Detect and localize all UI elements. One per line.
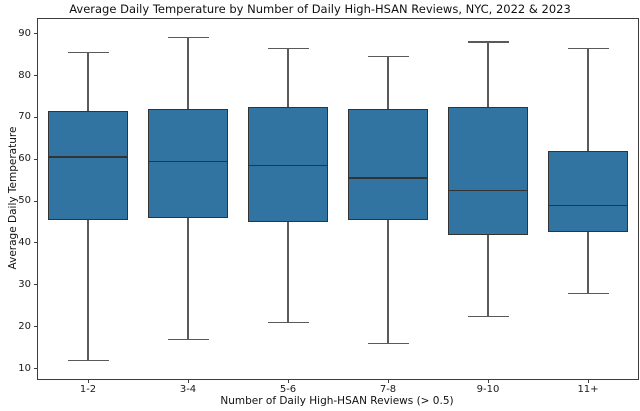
- lower-cap: [167, 338, 209, 340]
- upper-whisker: [587, 48, 589, 151]
- y-tick: [34, 33, 38, 35]
- y-tick-label: 10: [18, 362, 31, 374]
- upper-cap: [467, 41, 509, 43]
- lower-whisker: [487, 234, 489, 317]
- upper-cap: [67, 51, 109, 54]
- y-tick: [34, 158, 38, 160]
- median-line: [48, 156, 128, 158]
- x-tick-label: 7-8: [379, 384, 397, 395]
- lower-cap: [567, 292, 609, 294]
- y-tick-label: 30: [18, 278, 31, 290]
- lower-cap: [67, 359, 109, 361]
- plot-area: 10 20 30 40 50 60 70 80 90 1-2 3-4 5-6 7-8 9-10 11+: [18, 18, 639, 395]
- box: [348, 109, 428, 220]
- x-tick: [287, 379, 289, 383]
- y-tick: [34, 242, 38, 244]
- y-tick-label: 60: [18, 153, 31, 165]
- upper-whisker: [287, 48, 289, 107]
- y-axis-label: Average Daily Temperature: [7, 126, 19, 270]
- y-tick-label: 20: [18, 320, 31, 332]
- upper-cap: [367, 56, 409, 58]
- upper-cap: [567, 47, 609, 49]
- x-tick: [387, 379, 389, 383]
- x-tick-label: 11+: [577, 384, 599, 395]
- y-tick: [34, 75, 38, 76]
- box: [548, 150, 628, 233]
- x-tick-label: 1-2: [79, 384, 97, 395]
- lower-whisker: [87, 219, 89, 361]
- x-tick-label: 3-4: [179, 384, 197, 395]
- upper-cap: [167, 37, 209, 39]
- x-tick: [87, 379, 89, 383]
- x-tick: [487, 379, 489, 383]
- x-tick-label: 5-6: [279, 384, 297, 395]
- x-tick: [187, 379, 189, 383]
- y-tick: [34, 368, 38, 370]
- median-line: [348, 177, 428, 179]
- upper-whisker: [187, 37, 189, 109]
- box: [248, 106, 328, 223]
- box: [48, 111, 128, 220]
- median-line: [248, 164, 328, 167]
- median-line: [148, 160, 228, 163]
- x-tick: [587, 379, 589, 383]
- lower-whisker: [587, 232, 589, 294]
- upper-whisker: [87, 52, 89, 112]
- y-tick-label: 40: [18, 236, 31, 248]
- median-line: [448, 189, 528, 192]
- y-tick: [34, 284, 38, 286]
- x-axis-label: Number of Daily High-HSAN Reviews (> 0.5…: [220, 395, 454, 407]
- y-tick: [34, 326, 38, 328]
- y-tick: [34, 200, 38, 202]
- upper-cap: [267, 47, 309, 49]
- y-tick-label: 50: [18, 195, 31, 207]
- lower-cap: [267, 321, 309, 324]
- x-tick-label: 9-10: [476, 384, 500, 395]
- box: [148, 109, 228, 218]
- y-tick-label: 70: [18, 111, 31, 123]
- lower-cap: [367, 342, 409, 344]
- y-tick: [34, 116, 38, 118]
- upper-whisker: [387, 56, 389, 109]
- y-tick-label: 90: [18, 27, 31, 39]
- lower-whisker: [287, 222, 289, 323]
- lower-cap: [467, 315, 509, 317]
- lower-whisker: [387, 219, 389, 344]
- chart-title: Average Daily Temperature by Number of D…: [69, 2, 571, 16]
- y-tick-label: 80: [18, 69, 31, 81]
- lower-whisker: [187, 217, 189, 340]
- median-line: [548, 204, 628, 207]
- upper-whisker: [487, 42, 489, 107]
- box: [448, 106, 528, 235]
